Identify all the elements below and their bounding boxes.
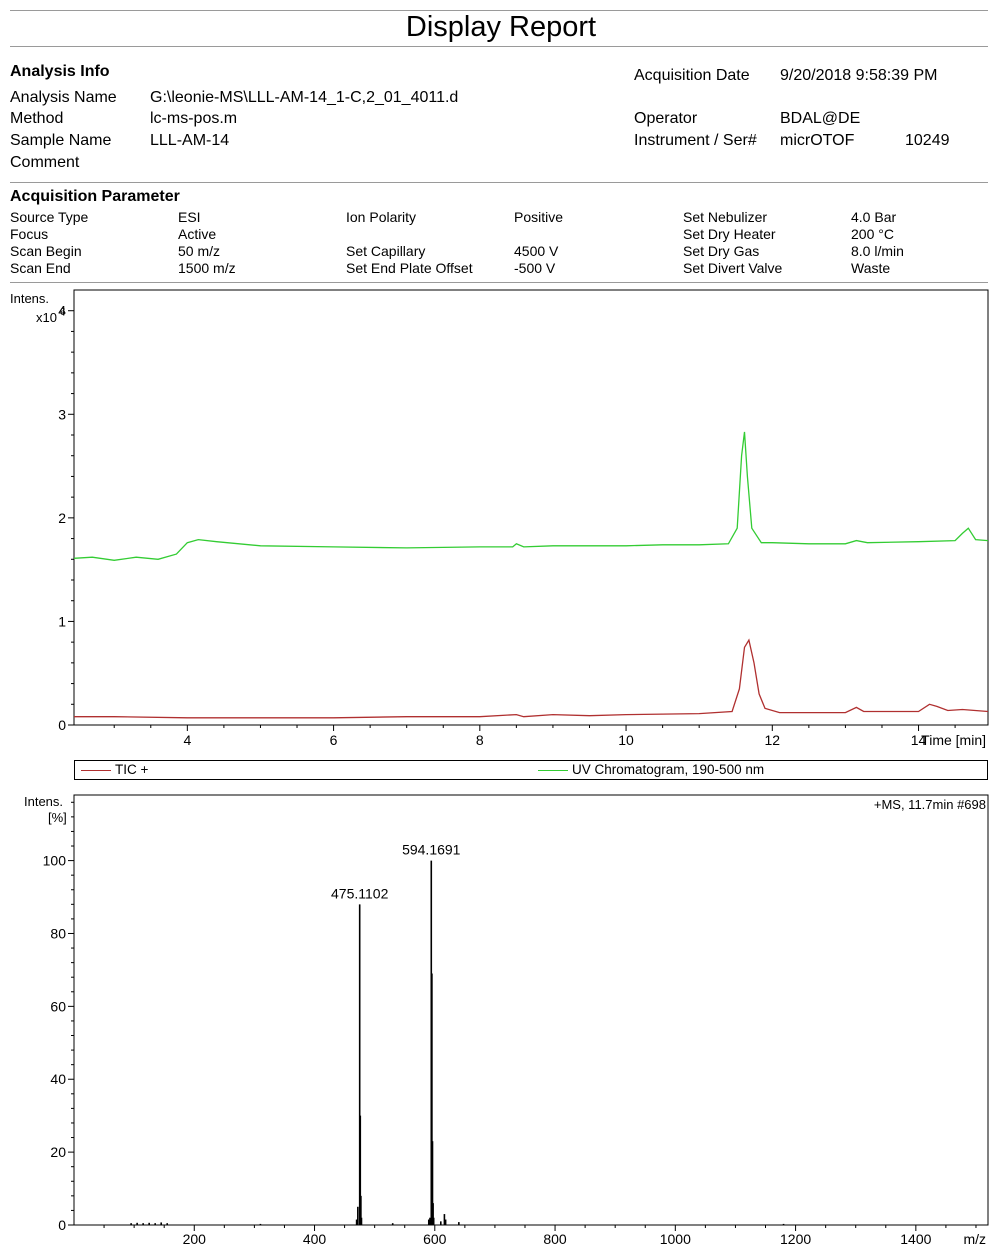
spectrum-peak-label: 475.1102	[331, 885, 389, 901]
spectrum-y-tick-label: 60	[50, 998, 66, 1014]
spectrum-y-tick-label: 0	[58, 1217, 66, 1233]
spectrum-x-axis-label: m/z	[963, 1231, 986, 1247]
spectrum-y-tick-label: 80	[50, 925, 66, 941]
spectrum-x-tick-label: 1400	[900, 1231, 931, 1247]
spectrum-title: +MS, 11.7min #698	[874, 797, 986, 812]
spectrum-x-tick-label: 200	[183, 1231, 207, 1247]
spectrum-x-tick-label: 400	[303, 1231, 327, 1247]
spectrum-y-tick-label: 40	[50, 1071, 66, 1087]
spectrum-x-tick-label: 600	[423, 1231, 447, 1247]
spectrum-x-tick-label: 800	[543, 1231, 567, 1247]
spectrum-y-unit: [%]	[48, 810, 67, 825]
spectrum-y-axis-label: Intens.	[24, 794, 63, 809]
spectrum-y-tick-label: 20	[50, 1144, 66, 1160]
spectrum-plot-area	[74, 795, 988, 1225]
spectrum-x-tick-label: 1000	[660, 1231, 691, 1247]
spectrum-y-tick-label: 100	[43, 853, 67, 869]
spectrum-peak-label: 594.1691	[402, 842, 461, 858]
spectrum-x-tick-label: 1200	[780, 1231, 811, 1247]
